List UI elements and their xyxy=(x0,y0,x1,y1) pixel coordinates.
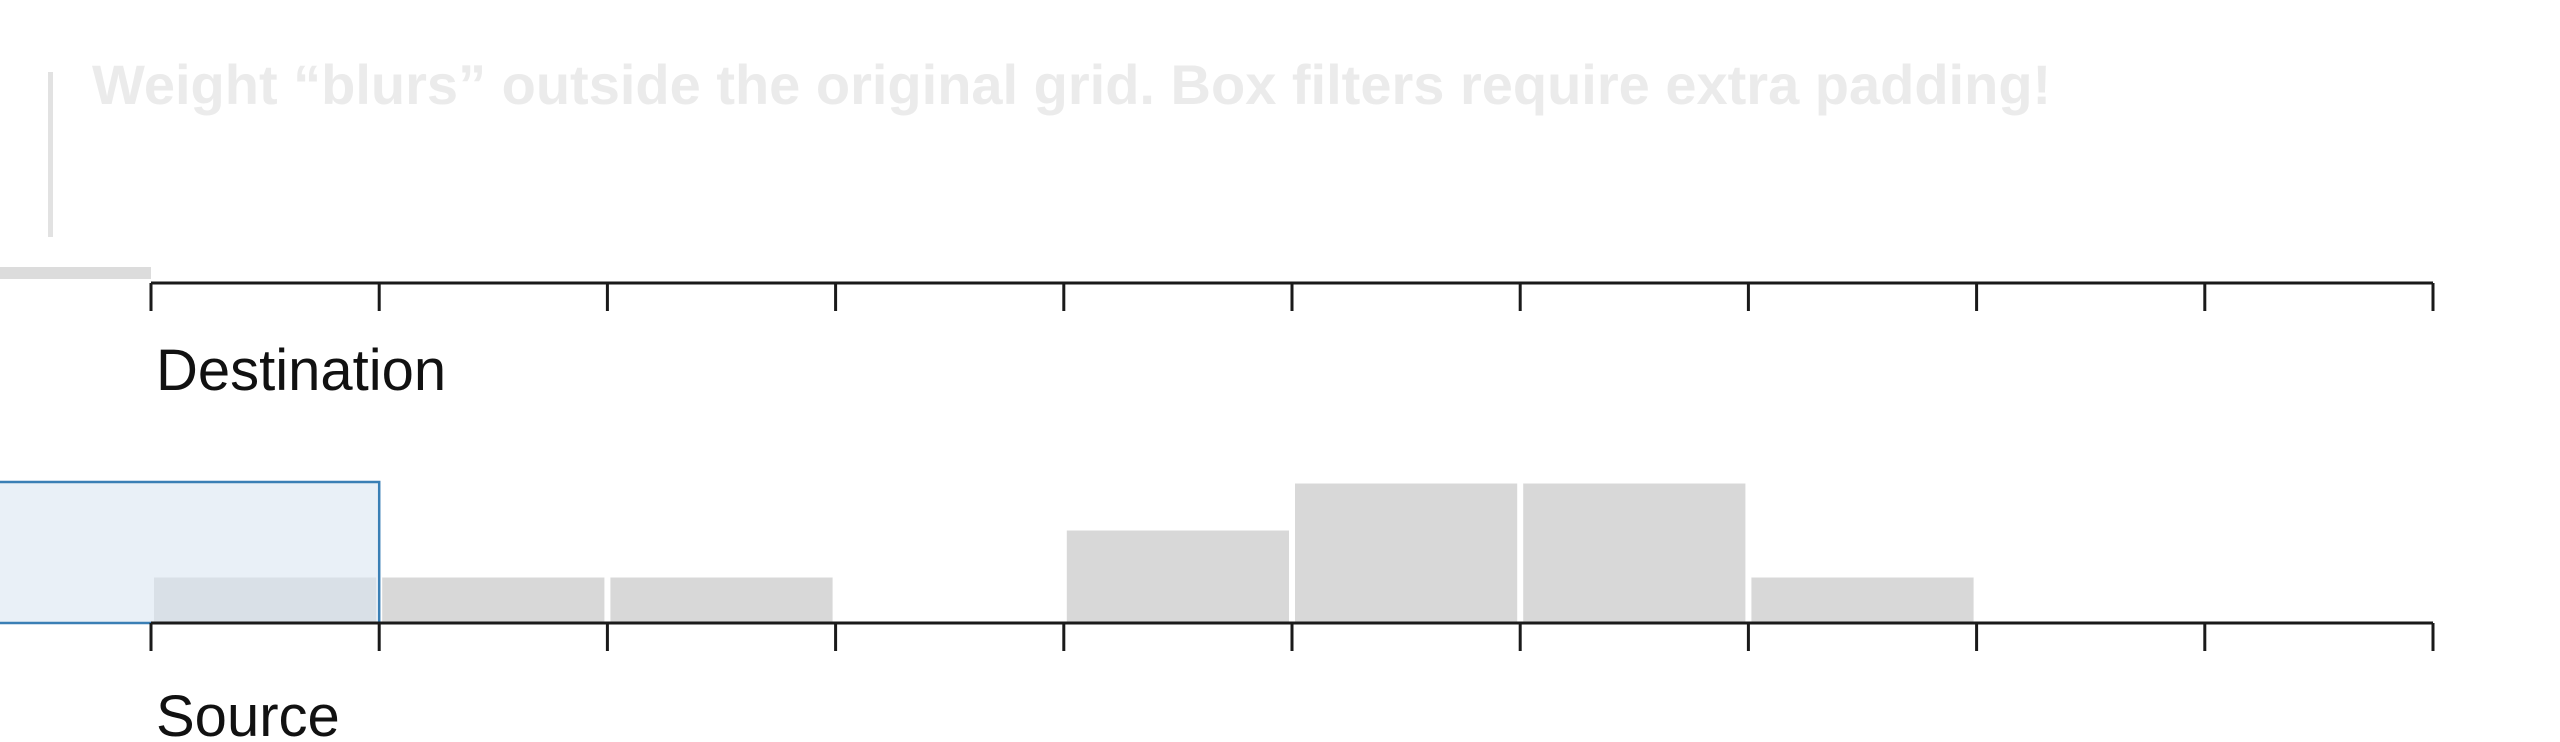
quote-accent-bar xyxy=(48,72,53,237)
source-label: Source xyxy=(156,684,340,742)
filter-support-highlight xyxy=(0,480,381,625)
source-axis xyxy=(149,621,2435,651)
filter-highlight-group xyxy=(0,480,381,625)
source-weight-bar xyxy=(379,574,608,625)
destination-label: Destination xyxy=(156,338,446,403)
source-weight-bar xyxy=(607,574,836,625)
source-weight-bar xyxy=(1063,527,1293,625)
source-weight-bar xyxy=(1520,480,1749,625)
source-weight-bar xyxy=(1292,480,1521,625)
source-weight-bars xyxy=(151,480,1977,625)
destination-edge-stub xyxy=(0,267,151,279)
source-weight-bar xyxy=(1748,574,1977,625)
destination-axis xyxy=(0,267,2435,311)
headline-text: Weight “blurs” outside the original grid… xyxy=(92,53,2051,116)
